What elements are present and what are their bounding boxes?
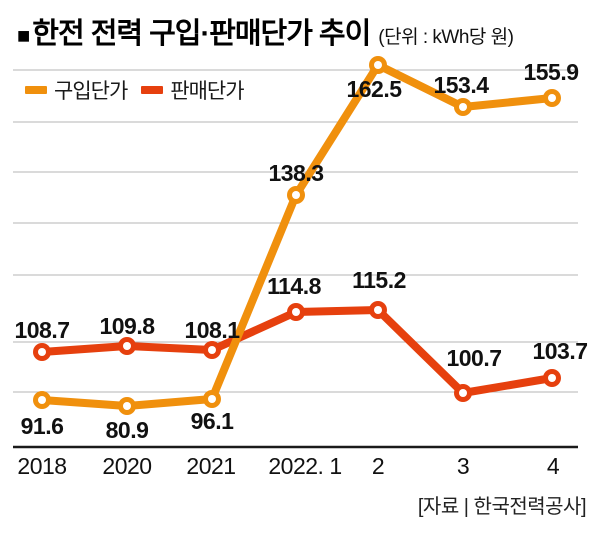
value-label: 103.7 <box>532 338 587 364</box>
legend: 구입단가 판매단가 <box>25 79 245 103</box>
legend-item-sale: 판매단가 <box>141 75 245 105</box>
data-point-marker-hole <box>292 308 300 316</box>
x-axis-label: 4 <box>547 453 560 479</box>
legend-label-sale: 판매단가 <box>170 80 244 103</box>
data-point-marker-hole <box>548 94 556 102</box>
data-point-marker-hole <box>208 395 216 403</box>
page-title: 한전 전력 구입·판매단가 추이 <box>32 18 371 50</box>
data-point-marker-hole <box>123 342 131 350</box>
value-label: 108.7 <box>14 317 69 343</box>
value-label: 114.8 <box>267 273 321 299</box>
value-label: 115.2 <box>352 267 406 293</box>
legend-label-purchase: 구입단가 <box>54 80 128 103</box>
value-label: 96.1 <box>191 408 234 434</box>
chart-header: ■ 한전 전력 구입·판매단가 추이 (단위 : kWh당 원) <box>17 10 514 52</box>
x-axis-label: 2 <box>372 453 384 479</box>
purchase-swatch-icon <box>25 86 47 94</box>
value-label: 100.7 <box>446 345 501 371</box>
x-axis-label: 2018 <box>17 453 66 479</box>
x-axis-label: 2020 <box>102 453 151 479</box>
value-label: 155.9 <box>523 59 578 85</box>
data-point-marker-hole <box>38 348 46 356</box>
data-point-marker-hole <box>38 396 46 404</box>
value-label: 109.8 <box>99 313 155 339</box>
value-label: 153.4 <box>433 72 489 98</box>
value-label: 162.5 <box>346 76 402 102</box>
x-axis-label: 2022. 1 <box>268 453 341 479</box>
data-point-marker-hole <box>459 389 467 397</box>
x-axis-label: 2021 <box>186 453 235 479</box>
title-bullet-icon: ■ <box>17 23 31 48</box>
source-credit: [자료 | 한국전력공사] <box>417 496 587 518</box>
sale-swatch-icon <box>141 86 164 94</box>
value-label: 80.9 <box>106 417 149 443</box>
value-label: 108.1 <box>184 317 240 343</box>
value-label: 91.6 <box>21 413 64 439</box>
unit-label: (단위 : kWh당 원) <box>378 27 514 48</box>
data-point-marker-hole <box>123 402 131 410</box>
data-point-marker-hole <box>374 61 382 69</box>
data-point-marker-hole <box>459 103 467 111</box>
data-point-marker-hole <box>292 191 300 199</box>
value-label: 138.3 <box>268 160 323 186</box>
x-axis-label: 3 <box>457 453 469 479</box>
data-point-marker-hole <box>548 374 556 382</box>
data-point-marker-hole <box>208 346 216 354</box>
legend-item-purchase: 구입단가 <box>25 75 128 105</box>
data-point-marker-hole <box>374 306 382 314</box>
